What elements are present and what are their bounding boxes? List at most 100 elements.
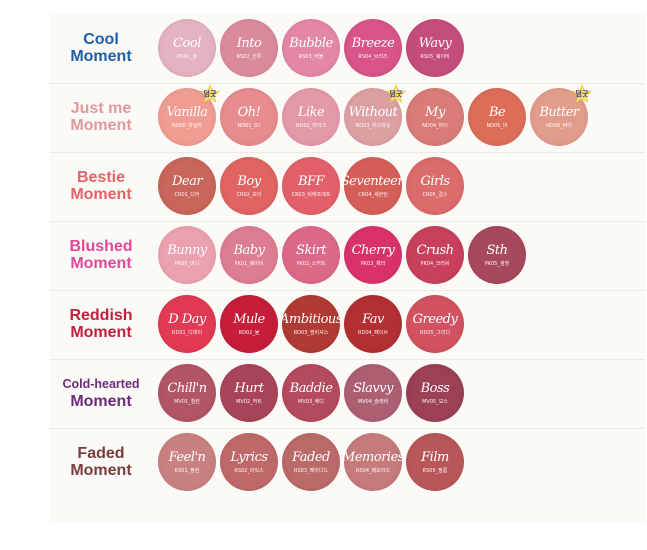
swatch-code: MV04_슬래비 [357, 398, 389, 405]
swatch-film[interactable]: Film RS05_필름 [406, 433, 464, 491]
swatch-name: Bubble [289, 35, 333, 51]
swatch-boy[interactable]: Boy CR02_보이 [220, 157, 278, 215]
swatch-breeze[interactable]: Breeze RS04_브리즈 [344, 19, 402, 77]
category-title-line1: Cold-hearted [62, 377, 140, 391]
swatch-code: ND04_마이 [422, 122, 448, 129]
category-row-cold-hearted: Cold-hearted Moment Chill'n MV01_칠린 Hurt MV02… [50, 359, 645, 429]
swatch-baby[interactable]: Baby PK01_베이비 [220, 226, 278, 284]
swatch-code: ND01_오! [237, 122, 261, 129]
category-title-line2: Moment [70, 117, 132, 134]
category-title-line2: Moment [70, 462, 132, 479]
swatch-name: Ambitious [280, 311, 342, 327]
swatch-name: BFF [297, 173, 325, 189]
swatch-crush[interactable]: Crush PK04_크러쉬 [406, 226, 464, 284]
swatch-name: Dear [171, 173, 203, 189]
swatch-name: Girls [420, 173, 450, 189]
swatch-code: MV02_허트 [236, 398, 262, 405]
swatch-oh[interactable]: Oh! ND01_오! [220, 88, 278, 146]
swatch-code: MV03_배디 [298, 398, 324, 405]
swatch-name: Film [421, 449, 449, 465]
swatch-name: Like [297, 104, 325, 120]
swatch-name: Baby [233, 242, 265, 258]
swatch-mule[interactable]: Mule RD02_뮬 [220, 295, 278, 353]
swatch-butter[interactable]: Butter ND06_버터 덤굿 [530, 84, 592, 146]
swatch-code: CR03_비에프에프 [291, 191, 331, 198]
swatch-lyrics[interactable]: Lyrics RS02_리릭스 [220, 433, 278, 491]
swatch-feel-n[interactable]: Feel'n RS01_필린 [158, 433, 216, 491]
swatch-name: Feel'n [168, 449, 206, 465]
swatch-name: Wavy [418, 35, 452, 51]
category-title: Cool Moment [50, 14, 152, 82]
swatch-name: Boy [237, 173, 261, 189]
swatch-name: Seventeen [340, 173, 406, 189]
category-title: Blushed Moment [50, 221, 152, 289]
swatch-greedy[interactable]: Greedy RD05_그리디 [406, 295, 464, 353]
swatch-code: CR05_걸스 [422, 191, 448, 198]
swatch-without[interactable]: Without ND03_위드아웃 덤굿 [344, 84, 406, 146]
category-title-line1: Reddish [69, 307, 133, 324]
swatch-vanilla[interactable]: Vanilla ND00_바닐라 덤굿 [158, 84, 220, 146]
swatch-cool[interactable]: Cool RS01_쿨 [158, 19, 216, 77]
swatch-memories[interactable]: Memories RS04_메모리즈 [342, 433, 404, 491]
swatch-name: Baddie [289, 380, 333, 396]
swatch-girls[interactable]: Girls CR05_걸스 [406, 157, 464, 215]
swatch-name: Faded [292, 449, 330, 465]
swatch-boss[interactable]: Boss MV05_보스 [406, 364, 464, 422]
swatch-bubble[interactable]: Bubble RS03_버블 [282, 19, 340, 77]
swatch-name: Slavvy [353, 380, 393, 396]
swatch-code: MV05_보스 [422, 398, 448, 405]
swatch-code: RD01_디데이 [172, 329, 202, 336]
swatch-wavy[interactable]: Wavy RS05_웨이비 [406, 19, 464, 77]
swatch-chill-n[interactable]: Chill'n MV01_칠린 [158, 364, 216, 422]
swatch-into[interactable]: Into RS02_인투 [220, 19, 278, 77]
swatch-name: Mule [233, 311, 265, 327]
swatch-baddie[interactable]: Baddie MV03_배디 [282, 364, 340, 422]
swatch-slavvy[interactable]: Slavvy MV04_슬래비 [344, 364, 402, 422]
swatch-seventeen[interactable]: Seventeen CR04_세븐틴 [341, 157, 406, 215]
swatch-skirt[interactable]: Skirt PK02_스커트 [282, 226, 340, 284]
swatch-be[interactable]: Be ND05_비 [468, 88, 526, 146]
swatch-name: Butter [539, 104, 579, 120]
swatch-code: PK04_크러쉬 [420, 260, 450, 267]
swatch-ambitious[interactable]: Ambitious RD03_앰비셔스 [280, 295, 342, 353]
category-title-line2: Moment [70, 393, 132, 410]
swatch-code: MV01_칠린 [174, 398, 200, 405]
category-row-reddish: Reddish Moment D Day RD01_디데이 Mule RD02_뮬 Ambi… [50, 290, 645, 360]
star-badge-icon: 덤굿 [198, 84, 222, 104]
swatch-hurt[interactable]: Hurt MV02_허트 [220, 364, 278, 422]
swatch-code: PK03_체리 [360, 260, 386, 267]
category-title-line1: Bestie [76, 169, 125, 186]
swatch-code: PK00_버니 [174, 260, 200, 267]
swatch-name: Sth [486, 242, 508, 258]
swatch-name: Breeze [351, 35, 395, 51]
swatch-name: Greedy [412, 311, 458, 327]
swatch-code: CR02_보이 [236, 191, 262, 198]
swatch-name: Boss [420, 380, 450, 396]
swatch-code: RS04_브리즈 [358, 53, 388, 60]
swatch-fav[interactable]: Fav RD04_페이브 [344, 295, 402, 353]
swatch-name: Into [236, 35, 262, 51]
swatch-cherry[interactable]: Cherry PK03_체리 [344, 226, 402, 284]
swatch-bunny[interactable]: Bunny PK00_버니 [158, 226, 216, 284]
swatch-name: Chill'n [167, 380, 207, 396]
category-row-blushed: Blushed Moment Bunny PK00_버니 Baby PK01_베이비 Ski… [50, 221, 645, 291]
category-title: Reddish Moment [50, 290, 152, 358]
category-title: Just me Moment [50, 83, 152, 151]
swatch-name: Fav [362, 311, 384, 327]
category-title: Cold-hearted Moment [50, 359, 152, 427]
swatch-bff[interactable]: BFF CR03_비에프에프 [282, 157, 340, 215]
swatch-name: Vanilla [166, 104, 208, 120]
swatch-faded[interactable]: Faded RS03_페이디드 [282, 433, 340, 491]
category-title-line2: Moment [70, 186, 132, 203]
swatch-code: CR01_디어 [174, 191, 200, 198]
badge-label: 덤굿 [575, 91, 589, 98]
swatch-d-day[interactable]: D Day RD01_디데이 [158, 295, 216, 353]
swatch-code: RS01_필린 [174, 467, 200, 474]
swatch-my[interactable]: My ND04_마이 [406, 88, 464, 146]
swatch-code: ND02_라이크 [295, 122, 327, 129]
swatch-like[interactable]: Like ND02_라이크 [282, 88, 340, 146]
category-title-line2: Moment [70, 48, 132, 65]
swatch-sth[interactable]: Sth PK05_썸띵 [468, 226, 526, 284]
swatch-name: Hurt [234, 380, 264, 396]
swatch-dear[interactable]: Dear CR01_디어 [158, 157, 216, 215]
